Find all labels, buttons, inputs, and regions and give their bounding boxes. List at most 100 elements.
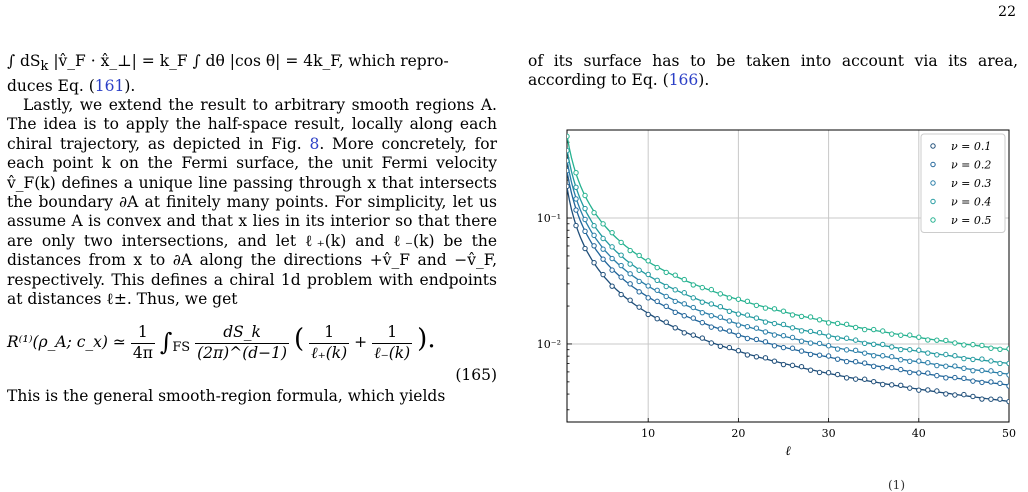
data-point-3: [582, 216, 588, 223]
data-point-4: [609, 244, 615, 250]
paragraph-smooth-regions: Lastly, we extend the result to arbitrar…: [7, 96, 497, 309]
data-point-3: [952, 363, 958, 369]
data-point-5: [816, 317, 823, 323]
data-point-5: [952, 340, 958, 346]
x-tick-label: 10: [641, 427, 655, 440]
data-point-2: [988, 379, 994, 385]
data-point-3: [798, 338, 805, 344]
data-point-2: [970, 378, 976, 384]
eq-int-sub: FS: [172, 340, 191, 356]
data-point-2: [780, 344, 787, 351]
data-point-2: [690, 315, 696, 321]
eq-pre-den: 4π: [132, 343, 153, 362]
data-point-2: [925, 370, 931, 376]
data-point-4: [645, 271, 651, 278]
data-point-4: [744, 312, 751, 318]
data-point-5: [943, 337, 949, 344]
plus-sign: +: [354, 333, 368, 352]
data-point-1: [843, 375, 850, 381]
data-point-1: [889, 382, 895, 388]
equation-link-161[interactable]: 161: [94, 76, 125, 95]
integral-rest: |v̂_F · x̂_⊥| = k_F ∫ dθ |cos θ| = 4k_F,…: [53, 52, 449, 70]
data-point-2: [798, 348, 805, 354]
data-point-4: [771, 320, 778, 327]
data-point-1: [979, 396, 985, 402]
data-point-2: [726, 328, 733, 334]
data-point-3: [789, 334, 796, 341]
data-point-1: [780, 361, 787, 368]
data-point-4: [573, 184, 579, 190]
data-point-5: [997, 346, 1003, 352]
data-point-4: [726, 308, 733, 314]
data-point-5: [591, 209, 597, 216]
data-point-5: [898, 332, 904, 338]
data-point-2: [708, 324, 715, 330]
eq-pre-num: 1: [130, 323, 155, 344]
data-point-1: [834, 371, 841, 378]
data-point-2: [627, 281, 633, 287]
data-point-4: [970, 356, 976, 363]
x-tick-label: 30: [822, 427, 836, 440]
data-point-3: [681, 301, 687, 307]
data-point-5: [870, 326, 877, 333]
legend-marker-2: [930, 161, 936, 168]
figure-link-8[interactable]: 8: [309, 134, 320, 153]
data-point-3: [934, 362, 940, 369]
data-point-4: [898, 346, 904, 353]
data-point-2: [762, 339, 769, 345]
data-point-2: [663, 303, 669, 310]
page-number: 22: [998, 4, 1016, 20]
data-point-3: [852, 347, 859, 354]
data-point-2: [672, 309, 678, 316]
data-point-5: [762, 305, 769, 311]
eq-f1-den: ℓ₊(k): [311, 343, 348, 362]
data-point-4: [690, 295, 696, 301]
data-point-1: [825, 370, 832, 376]
data-point-1: [627, 297, 633, 303]
data-point-4: [798, 328, 805, 334]
equation-link-166[interactable]: 166: [668, 71, 699, 90]
data-point-3: [834, 346, 841, 352]
data-point-5: [654, 264, 660, 271]
data-point-2: [618, 274, 624, 280]
data-point-4: [988, 358, 994, 364]
data-point-2: [816, 352, 823, 358]
data-point-4: [934, 352, 940, 358]
data-point-5: [961, 342, 967, 348]
data-point-4: [699, 299, 706, 305]
data-point-5: [789, 312, 796, 318]
data-point-4: [789, 325, 796, 331]
data-point-3: [943, 363, 949, 369]
data-point-3: [898, 357, 904, 363]
data-point-5: [708, 286, 715, 293]
right-paragraph: of its surface has to be taken into acco…: [528, 52, 1018, 91]
legend-label-3: ν = 0.3: [951, 177, 991, 190]
legend-label-1: ν = 0.1: [951, 140, 991, 153]
data-point-1: [645, 311, 651, 318]
data-point-4: [717, 303, 724, 310]
data-point-5: [852, 324, 859, 331]
data-point-1: [690, 332, 696, 338]
para2-a: Lastly, we extend the result to arbitrar…: [7, 95, 497, 153]
equation-165: R⁽¹⁾(ρ_A; c_x) ≃ 1 4π ∫FS dS_k (2π)^(d−1) …: [7, 313, 497, 387]
data-point-1: [672, 325, 678, 331]
data-point-4: [925, 350, 931, 356]
data-point-1: [573, 222, 579, 229]
data-point-3: [1006, 372, 1009, 378]
data-point-3: [979, 367, 985, 374]
data-point-1: [943, 391, 949, 397]
data-point-2: [952, 374, 958, 381]
data-point-3: [744, 323, 751, 330]
data-point-1: [681, 330, 687, 336]
data-point-2: [943, 375, 949, 381]
data-point-4: [816, 329, 823, 336]
data-point-2: [699, 319, 706, 326]
data-point-2: [753, 336, 760, 343]
data-point-2: [934, 372, 940, 379]
data-point-1: [880, 381, 886, 388]
para2-b: . More concretely, for each point k on t…: [7, 134, 497, 308]
data-point-2: [889, 364, 895, 371]
eq-mid-den: (2π)^(d−1): [197, 343, 288, 362]
data-point-2: [870, 363, 877, 370]
data-point-5: [825, 320, 832, 326]
